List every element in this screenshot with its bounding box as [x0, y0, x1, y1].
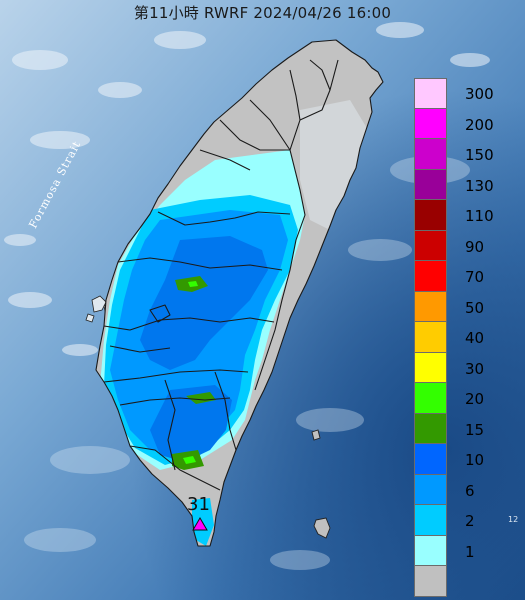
- legend-row: 70: [414, 261, 518, 292]
- cloud-texture: [4, 22, 490, 356]
- legend-swatch: [414, 291, 447, 322]
- rain-15mm-patch-2: [186, 392, 216, 404]
- legend-swatch: [414, 322, 447, 353]
- legend-swatch: [414, 566, 447, 597]
- legend-label: 2: [465, 512, 475, 530]
- legend-swatch: [414, 474, 447, 505]
- peak-value-label: 31: [187, 494, 210, 515]
- legend-label: 15: [465, 420, 485, 439]
- legend-swatch: [414, 139, 447, 170]
- legend-swatch: [414, 535, 447, 566]
- legend-label: 70: [465, 268, 485, 286]
- legend-label: 20: [465, 390, 485, 408]
- legend-swatch: [414, 505, 447, 536]
- legend-label: 130: [465, 176, 494, 195]
- county-boundaries: [95, 39, 384, 547]
- legend-row: 110: [414, 200, 518, 231]
- legend-row: 1: [414, 535, 518, 566]
- legend-label: 110: [465, 207, 494, 225]
- legend-row: [414, 566, 518, 597]
- terrain-patch: [300, 100, 368, 230]
- legend-swatch: [414, 261, 447, 292]
- legend-row: 30: [414, 352, 518, 383]
- legend-row: 15: [414, 413, 518, 444]
- legend-row: 130: [414, 169, 518, 200]
- legend-label: 40: [465, 329, 485, 347]
- legend-row: 300: [414, 78, 518, 109]
- peak-marker: [192, 517, 208, 531]
- legend-label: 1: [465, 542, 475, 561]
- map-title: 第11小時 RWRF 2024/04/26 16:00: [133, 4, 392, 22]
- legend-swatch: [414, 78, 447, 109]
- legend-label: 200: [465, 115, 494, 134]
- legend-swatch: [414, 352, 447, 383]
- rain-10mm-area-south: [150, 385, 232, 462]
- legend-row: 10: [414, 444, 518, 475]
- legend-label: 10: [465, 451, 485, 469]
- legend-swatch: [414, 383, 447, 414]
- legend-swatch: [414, 200, 447, 231]
- cloud-texture-dark: [24, 156, 470, 570]
- legend-swatch: [414, 169, 447, 200]
- legend-row: 50: [414, 291, 518, 322]
- rain-south-tip: [192, 498, 214, 546]
- legend-label: 6: [465, 481, 475, 500]
- legend-swatch: [414, 413, 447, 444]
- legend-row: 2: [414, 505, 518, 536]
- legend-label: 30: [465, 359, 485, 378]
- east-islands: [311, 429, 331, 539]
- legend-swatch: [414, 108, 447, 139]
- legend-swatch: [414, 444, 447, 475]
- rainfall-legend: 300 200 150 130 110 90 70 50 40 30 20 15 10 6 2 1: [414, 78, 518, 597]
- legend-swatch: [414, 230, 447, 261]
- legend-row: 20: [414, 383, 518, 414]
- legend-row: 40: [414, 322, 518, 353]
- legend-label: 50: [465, 298, 485, 317]
- rain-10mm-area: [140, 236, 268, 370]
- legend-row: 90: [414, 230, 518, 261]
- rain-20mm-patch-2: [188, 281, 198, 287]
- legend-label: 300: [465, 85, 494, 103]
- rain-20mm-patch: [183, 456, 196, 464]
- legend-row: 200: [414, 108, 518, 139]
- legend-label: 150: [465, 146, 494, 164]
- edge-label: 12: [508, 515, 519, 524]
- legend-row: 150: [414, 139, 518, 170]
- legend-row: 6: [414, 474, 518, 505]
- legend-label: 90: [465, 237, 485, 256]
